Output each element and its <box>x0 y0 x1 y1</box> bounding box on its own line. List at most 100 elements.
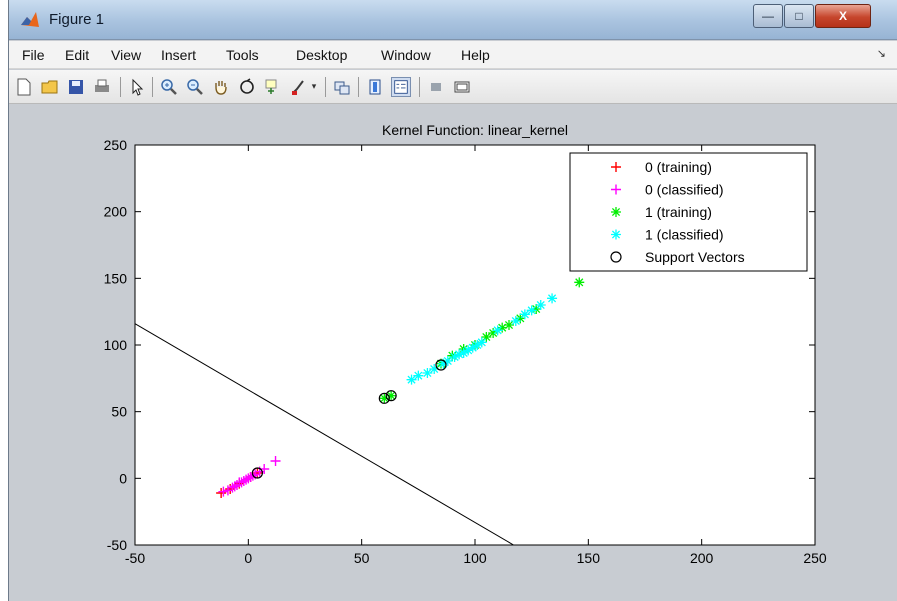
data-marks-layer <box>216 277 585 498</box>
star-mark-stroke <box>526 305 537 316</box>
data-point <box>467 342 478 353</box>
data-point <box>449 352 460 362</box>
circle-mark-stroke <box>610 251 622 263</box>
data-cursor-icon[interactable] <box>263 77 283 97</box>
menu-bar: File Edit View Insert Tools Desktop Wind… <box>9 41 897 69</box>
y-tick-label: 50 <box>111 404 127 420</box>
plus-mark-stroke <box>218 486 229 497</box>
data-point <box>488 328 499 338</box>
minimize-button[interactable]: — <box>753 4 783 28</box>
star-mark-stroke <box>510 316 521 326</box>
legend-icon[interactable] <box>391 77 411 97</box>
menu-overflow-icon[interactable]: ↘ <box>876 48 886 60</box>
menu-edit[interactable]: Edit <box>65 47 90 63</box>
data-point <box>519 309 530 320</box>
maximize-button[interactable]: □ <box>784 4 814 28</box>
new-figure-icon[interactable] <box>14 77 34 97</box>
print-icon[interactable] <box>92 77 112 97</box>
star-mark-stroke <box>379 393 390 404</box>
x-tick-label: -50 <box>125 550 145 566</box>
star-mark-stroke <box>386 390 397 401</box>
data-point <box>422 368 433 378</box>
data-point <box>526 305 537 316</box>
series-3 <box>406 293 558 385</box>
data-point <box>497 322 508 333</box>
circle-mark-stroke <box>378 392 390 404</box>
menu-tools[interactable]: Tools <box>226 47 259 63</box>
title-bar[interactable]: Figure 1 — □ X <box>9 0 897 40</box>
toolbar-separator <box>120 77 121 97</box>
toolbar-separator <box>419 77 420 97</box>
star-mark-stroke <box>422 368 433 378</box>
star-mark-stroke <box>515 313 526 324</box>
star-mark-stroke <box>463 345 474 356</box>
window-title: Figure 1 <box>49 11 105 28</box>
data-point <box>510 316 521 326</box>
save-icon[interactable] <box>66 77 86 97</box>
data-point <box>270 456 281 466</box>
star-mark-stroke <box>547 293 558 304</box>
toolbar-separator <box>325 77 326 97</box>
colorbar-icon[interactable] <box>365 77 385 97</box>
legend-label: Support Vectors <box>645 249 745 265</box>
y-tick-label: 150 <box>104 270 128 286</box>
x-tick-label: 0 <box>244 550 252 566</box>
support-vector-point <box>435 359 447 371</box>
data-point <box>472 340 483 350</box>
y-tick-label: -50 <box>107 537 127 553</box>
zoom-in-icon[interactable] <box>159 77 179 97</box>
zoom-out-icon[interactable] <box>185 77 205 97</box>
toolbar-separator <box>152 77 153 97</box>
menu-window[interactable]: Window <box>381 47 431 63</box>
star-mark-stroke <box>458 348 469 358</box>
data-point <box>458 348 469 358</box>
show-plot-tools-icon[interactable] <box>452 77 472 97</box>
menu-file[interactable]: File <box>22 47 45 63</box>
star-mark-stroke <box>447 350 458 361</box>
star-mark-stroke <box>519 309 530 320</box>
legend-marker <box>611 207 621 217</box>
star-mark-stroke <box>481 332 492 342</box>
brush-icon[interactable] <box>289 77 309 97</box>
star-mark-stroke <box>504 320 514 330</box>
legend-marker <box>611 162 621 172</box>
star-mark-stroke <box>476 337 487 348</box>
link-plot-icon[interactable] <box>332 77 352 97</box>
y-tick-label: 200 <box>104 204 128 220</box>
legend-label: 1 (training) <box>645 204 712 220</box>
y-tick-label: 0 <box>119 470 127 486</box>
brush-dropdown-icon[interactable]: ▾ <box>311 82 317 92</box>
x-tick-label: 250 <box>803 550 827 566</box>
menu-insert[interactable]: Insert <box>161 47 197 63</box>
plus-mark-stroke <box>270 456 281 466</box>
data-point <box>531 304 542 314</box>
legend[interactable]: 0 (training) 0 (classified) 1 (training) 1 … <box>569 152 808 272</box>
pan-hand-icon[interactable] <box>211 77 231 97</box>
menu-help[interactable]: Help <box>461 47 490 63</box>
hide-plot-tools-icon[interactable] <box>426 77 446 97</box>
data-point <box>574 277 585 288</box>
menu-view[interactable]: View <box>111 47 142 63</box>
rotate-3d-icon[interactable] <box>237 77 257 97</box>
star-mark-stroke <box>611 229 621 240</box>
data-point <box>413 370 424 381</box>
open-file-icon[interactable] <box>40 77 60 97</box>
legend-marker <box>611 184 621 195</box>
x-tick-label: 150 <box>577 550 601 566</box>
figure-canvas[interactable]: -50 0 50 100 150 200 250 -50 0 50 100 150 200 250 Ker… <box>9 105 897 601</box>
star-mark-stroke <box>531 304 542 314</box>
close-button[interactable]: X <box>815 4 871 28</box>
star-mark-stroke <box>492 325 503 336</box>
star-mark-stroke <box>454 349 465 360</box>
menu-desktop[interactable]: Desktop <box>296 47 348 63</box>
data-point <box>454 349 465 360</box>
star-mark-stroke <box>449 352 460 362</box>
x-tick-label: 100 <box>463 550 487 566</box>
pointer-icon[interactable] <box>127 77 147 97</box>
data-point <box>447 350 458 361</box>
legend-marker <box>611 229 621 240</box>
plus-mark-stroke <box>216 488 227 498</box>
decision-boundary-layer <box>134 323 514 546</box>
decision-boundary-line <box>134 323 514 546</box>
